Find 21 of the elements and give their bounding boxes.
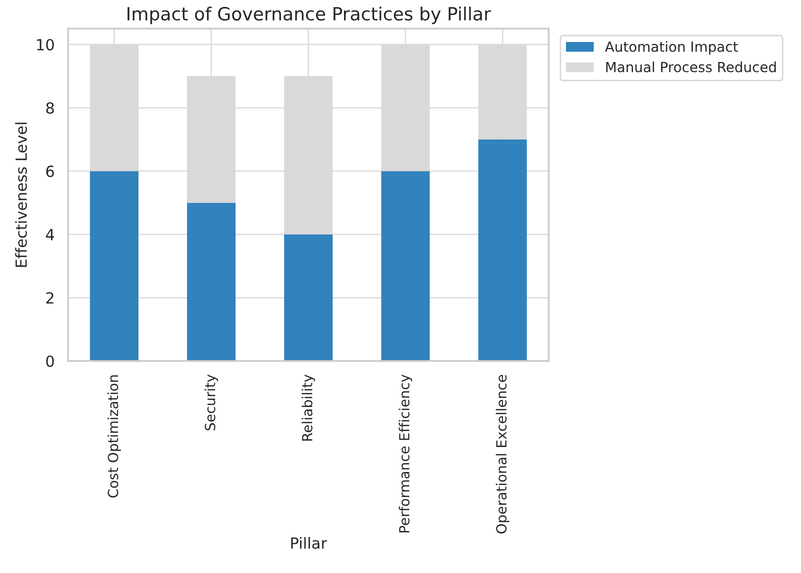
x-axis-title: Pillar bbox=[291, 537, 328, 549]
legend-label: Manual Process Reduced bbox=[606, 62, 776, 72]
x-tick-label: Performance Efficiency bbox=[398, 374, 412, 532]
y-tick-label: 2 bbox=[46, 292, 54, 304]
bar bbox=[284, 234, 333, 361]
x-tick-label: Operational Excellence bbox=[496, 374, 510, 534]
chart-title: Impact of Governance Practices by Pillar bbox=[128, 6, 491, 24]
bar bbox=[381, 171, 430, 361]
x-tick-label: Reliability bbox=[302, 374, 316, 441]
bar bbox=[187, 202, 236, 361]
x-tick-label: Cost Optimization bbox=[107, 375, 121, 498]
y-tick-label: 4 bbox=[46, 229, 54, 240]
y-axis-title: Effectiveness Level bbox=[15, 122, 27, 267]
legend-label: Automation Impact bbox=[604, 41, 738, 55]
x-tick-label: Security bbox=[204, 374, 218, 430]
y-tick-label: 10 bbox=[37, 38, 54, 50]
bar bbox=[90, 171, 138, 361]
bar bbox=[478, 139, 527, 361]
y-tick-label: 8 bbox=[46, 102, 54, 114]
y-tick-label: 6 bbox=[46, 166, 54, 178]
y-tick-label: 0 bbox=[46, 355, 54, 368]
